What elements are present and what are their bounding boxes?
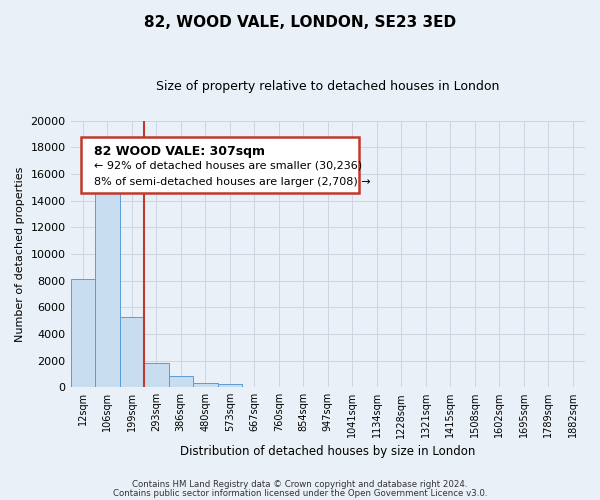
Text: Contains HM Land Registry data © Crown copyright and database right 2024.: Contains HM Land Registry data © Crown c… xyxy=(132,480,468,489)
Bar xyxy=(81,136,359,192)
X-axis label: Distribution of detached houses by size in London: Distribution of detached houses by size … xyxy=(180,444,475,458)
Text: ← 92% of detached houses are smaller (30,236): ← 92% of detached houses are smaller (30… xyxy=(94,160,362,170)
Bar xyxy=(144,362,169,387)
Bar xyxy=(169,376,193,387)
Text: 82 WOOD VALE: 307sqm: 82 WOOD VALE: 307sqm xyxy=(94,144,265,158)
Bar xyxy=(218,384,242,387)
Text: 82, WOOD VALE, LONDON, SE23 3ED: 82, WOOD VALE, LONDON, SE23 3ED xyxy=(144,15,456,30)
Text: 8% of semi-detached houses are larger (2,708) →: 8% of semi-detached houses are larger (2… xyxy=(94,176,370,186)
Bar xyxy=(193,384,218,387)
Bar xyxy=(95,167,119,387)
Y-axis label: Number of detached properties: Number of detached properties xyxy=(15,166,25,342)
Text: Contains public sector information licensed under the Open Government Licence v3: Contains public sector information licen… xyxy=(113,489,487,498)
Title: Size of property relative to detached houses in London: Size of property relative to detached ho… xyxy=(156,80,499,93)
Bar xyxy=(71,279,95,387)
Bar xyxy=(119,316,144,387)
